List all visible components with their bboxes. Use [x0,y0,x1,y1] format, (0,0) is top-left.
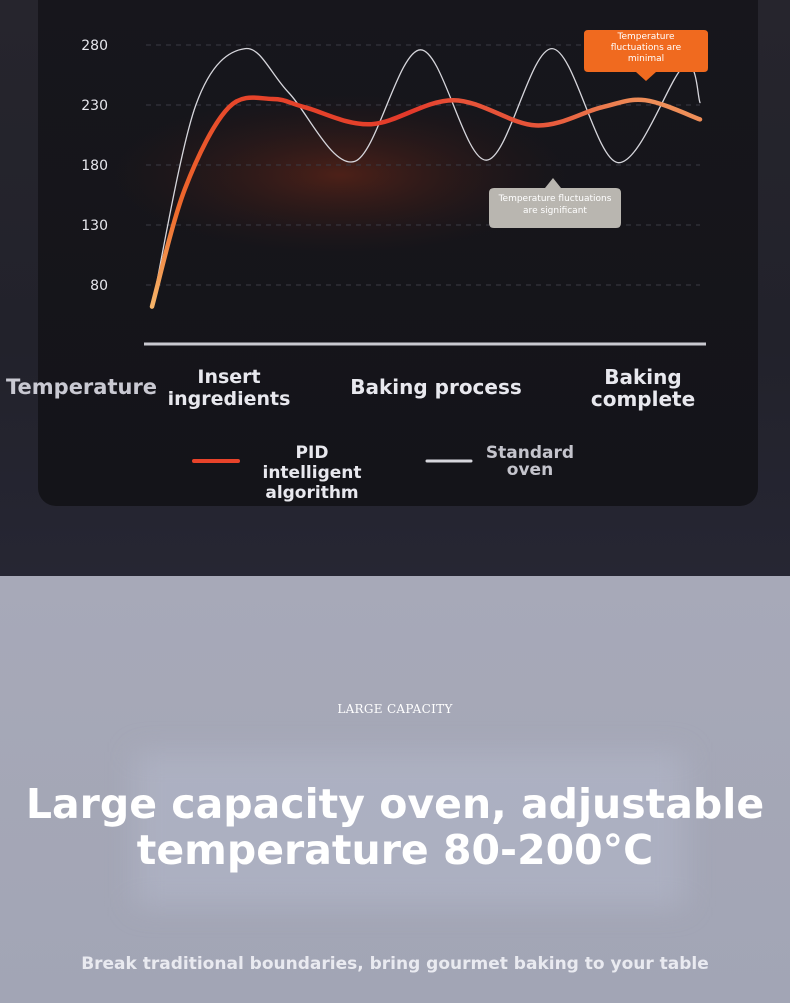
phase-baking-process: Baking process [350,375,522,399]
capacity-section: LARGE CAPACITY Large capacity oven, adju… [0,576,790,1003]
y-tick-label: 230 [81,98,108,114]
heat-glow [110,95,570,255]
legend-pid-label: PID intelligent algorithm [262,443,362,503]
chart-card [38,0,758,506]
oven-silhouette [135,752,685,907]
y-tick-label: 130 [81,218,108,234]
section-subheadline: Break traditional boundaries, bring gour… [81,954,709,974]
annotation-pid-bubble: Temperature fluctuations are minimal [584,30,708,81]
temperature-chart: 280 230 180 130 80 Temperature fluctuations … [81,30,708,463]
y-tick-label: 180 [81,158,108,174]
legend-standard-label: Standard oven [485,443,575,480]
chart-section: 280 230 180 130 80 Temperature fluctuations … [0,0,790,576]
phase-insert-ingredients: Insert ingredients [167,366,291,410]
annotation-std-bubble: Temperature fluctuations are significant [489,178,621,228]
annotation-pid-text: Temperature fluctuations are minimal [610,32,682,64]
y-tick-label: 280 [81,38,108,54]
series-line-standard [151,47,701,308]
annotation-std-text: Temperature fluctuations are significant [498,194,612,216]
temperature-label: Temperature [6,375,158,399]
series-lines [149,47,703,309]
section-kicker: LARGE CAPACITY [337,702,453,716]
series-line-pid [149,95,703,309]
y-tick-labels: 280 230 180 130 80 [81,38,108,294]
phase-baking-complete: Baking complete [590,365,696,411]
section-headline: Large capacity oven, adjustable temperat… [25,780,765,874]
y-tick-label: 80 [90,278,108,294]
